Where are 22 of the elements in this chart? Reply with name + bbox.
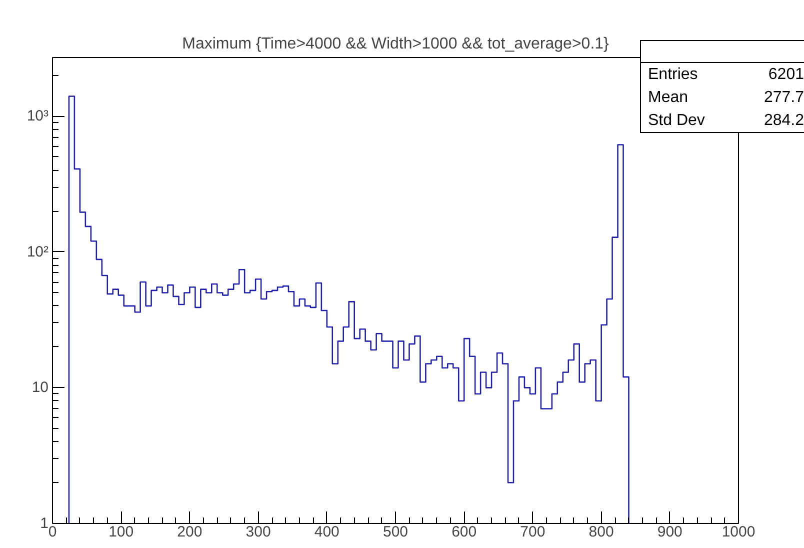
annotation: Std Dev: [648, 111, 705, 131]
x-tick-label: 600: [452, 524, 477, 540]
y-tick-label: 10²: [26, 243, 49, 260]
x-tick-label: 200: [177, 524, 202, 540]
x-tick-label: 800: [588, 524, 614, 540]
x-tick-label: 0: [48, 524, 57, 540]
x-tick-label: 300: [246, 524, 271, 540]
y-tick-label: 10: [32, 379, 49, 396]
y-tick-label: 10³: [26, 108, 49, 125]
x-tick-label: 900: [657, 524, 682, 540]
x-tick-label: 700: [520, 524, 546, 540]
text: 6201: [768, 65, 804, 85]
annotation: Mean: [648, 88, 688, 108]
x-tick-label: 1000: [722, 524, 756, 540]
x-tick-label: 100: [108, 524, 134, 540]
x-tick-label: 400: [314, 524, 340, 540]
chart-title: Maximum {Time>4000 && Width>1000 && tot_average>0.1}: [182, 36, 610, 52]
text: 277.7: [764, 88, 804, 108]
x-tick-label: 500: [382, 524, 408, 540]
annotation: Entries: [648, 65, 698, 85]
text: 284.2: [764, 111, 804, 131]
y-tick-label: 1: [40, 515, 48, 532]
